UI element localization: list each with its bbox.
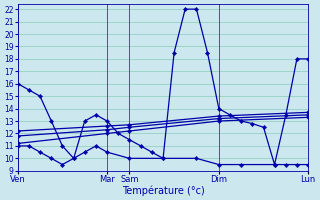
X-axis label: Température (°c): Température (°c) — [122, 185, 204, 196]
